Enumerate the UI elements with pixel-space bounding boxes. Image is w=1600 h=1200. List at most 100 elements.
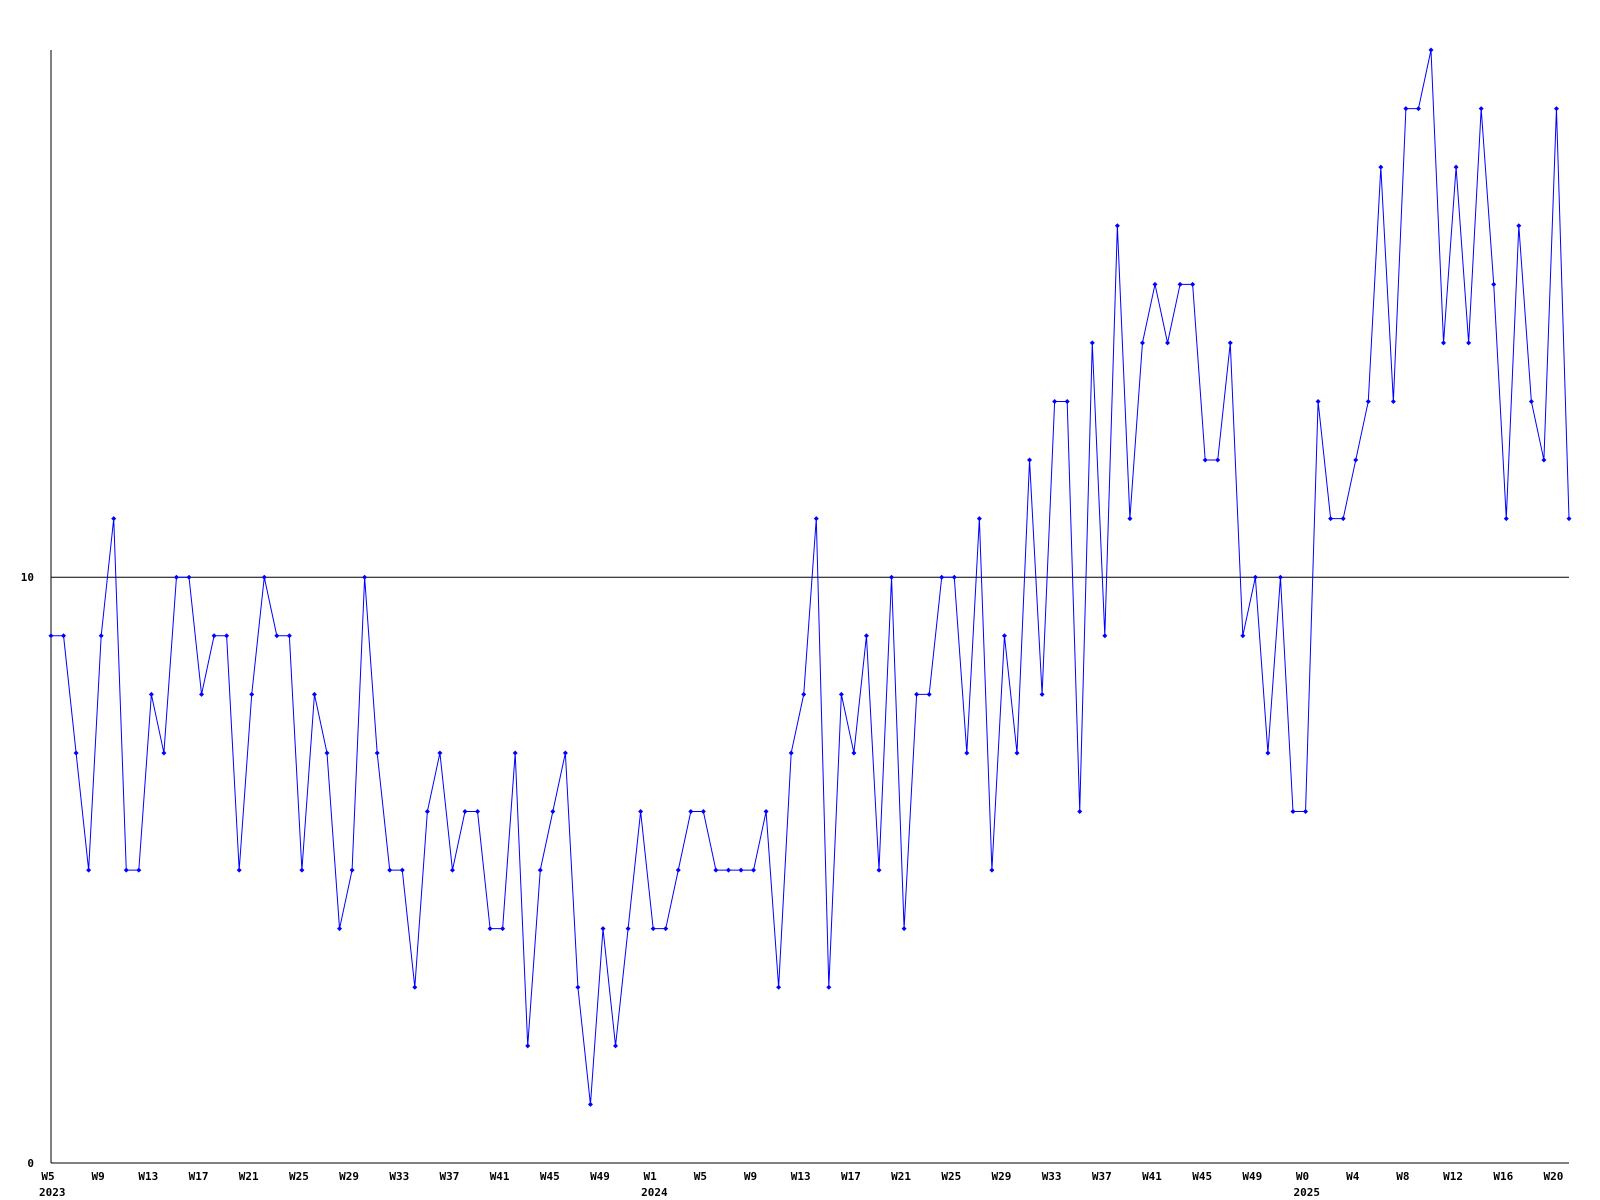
- x-tick-label: W25: [289, 1170, 309, 1183]
- data-point: [1428, 47, 1434, 53]
- data-point: [224, 633, 230, 639]
- x-tick-label: W12: [1443, 1170, 1463, 1183]
- x-tick-label: W13: [791, 1170, 811, 1183]
- x-year-label: 2025: [1294, 1186, 1321, 1199]
- data-point: [813, 516, 819, 522]
- data-point: [274, 633, 280, 639]
- data-point: [650, 926, 656, 932]
- x-tick-label: W17: [189, 1170, 209, 1183]
- data-point: [148, 691, 154, 697]
- x-tick-label: W33: [1042, 1170, 1062, 1183]
- data-point: [901, 926, 907, 932]
- data-point: [1491, 281, 1497, 287]
- data-point: [1190, 281, 1196, 287]
- data-point: [976, 516, 982, 522]
- data-point: [989, 867, 995, 873]
- data-line: [51, 49, 1570, 1105]
- data-point: [638, 809, 644, 815]
- x-tick-label: W21: [239, 1170, 259, 1183]
- data-point: [424, 809, 430, 815]
- x-tick-label: W0: [1296, 1170, 1309, 1183]
- data-point: [199, 691, 205, 697]
- data-point: [889, 574, 895, 580]
- x-tick-label: W33: [389, 1170, 409, 1183]
- data-point: [1177, 281, 1183, 287]
- data-point: [1566, 516, 1572, 522]
- data-point: [587, 1101, 593, 1107]
- data-point: [98, 633, 104, 639]
- x-tick-label: W21: [891, 1170, 911, 1183]
- data-point: [1466, 340, 1472, 346]
- x-tick-label: W8: [1396, 1170, 1409, 1183]
- data-point: [776, 984, 782, 990]
- data-point: [374, 750, 380, 756]
- x-tick-label: W29: [992, 1170, 1012, 1183]
- data-point: [1139, 340, 1145, 346]
- data-point: [399, 867, 405, 873]
- data-point: [525, 1043, 531, 1049]
- data-point: [851, 750, 857, 756]
- data-point: [763, 809, 769, 815]
- data-point: [1102, 633, 1108, 639]
- data-point: [613, 1043, 619, 1049]
- data-point: [1390, 398, 1396, 404]
- x-tick-label: W5: [694, 1170, 707, 1183]
- data-point: [751, 867, 757, 873]
- data-point: [1290, 809, 1296, 815]
- data-point: [1240, 633, 1246, 639]
- data-point: [1378, 164, 1384, 170]
- x-tick-label: W4: [1346, 1170, 1360, 1183]
- data-point: [1303, 809, 1309, 815]
- data-point: [1415, 106, 1421, 112]
- data-point: [261, 574, 267, 580]
- data-point: [1165, 340, 1171, 346]
- data-point: [1127, 516, 1133, 522]
- data-point: [1277, 574, 1283, 580]
- data-point: [826, 984, 832, 990]
- data-point: [1064, 398, 1070, 404]
- y-tick-label: 0: [27, 1157, 34, 1170]
- data-point: [1001, 633, 1007, 639]
- data-point: [788, 750, 794, 756]
- x-tick-label: W45: [1192, 1170, 1212, 1183]
- data-point: [537, 867, 543, 873]
- data-point: [311, 691, 317, 697]
- data-point: [713, 867, 719, 873]
- data-point: [1202, 457, 1208, 463]
- data-point: [462, 809, 468, 815]
- data-point: [500, 926, 506, 932]
- data-point: [725, 867, 731, 873]
- x-tick-label: W37: [440, 1170, 460, 1183]
- data-point: [123, 867, 129, 873]
- data-point: [663, 926, 669, 932]
- data-point: [1152, 281, 1158, 287]
- x-tick-label: W13: [138, 1170, 158, 1183]
- data-point: [951, 574, 957, 580]
- data-point: [324, 750, 330, 756]
- data-point: [939, 574, 945, 580]
- x-tick-label: W25: [941, 1170, 961, 1183]
- data-point: [688, 809, 694, 815]
- data-point: [926, 691, 932, 697]
- data-point: [449, 867, 455, 873]
- x-tick-label: W5: [41, 1170, 54, 1183]
- data-point: [562, 750, 568, 756]
- data-point: [863, 633, 869, 639]
- data-point: [1052, 398, 1058, 404]
- data-point: [512, 750, 518, 756]
- data-point: [675, 867, 681, 873]
- data-point: [412, 984, 418, 990]
- data-point: [1265, 750, 1271, 756]
- data-point: [1441, 340, 1447, 346]
- data-point: [437, 750, 443, 756]
- data-point: [1453, 164, 1459, 170]
- data-point: [700, 809, 706, 815]
- data-point: [73, 750, 79, 756]
- data-point: [211, 633, 217, 639]
- data-point: [1252, 574, 1258, 580]
- data-point: [1528, 398, 1534, 404]
- data-point: [600, 926, 606, 932]
- data-point: [1215, 457, 1221, 463]
- x-tick-label: W49: [1242, 1170, 1262, 1183]
